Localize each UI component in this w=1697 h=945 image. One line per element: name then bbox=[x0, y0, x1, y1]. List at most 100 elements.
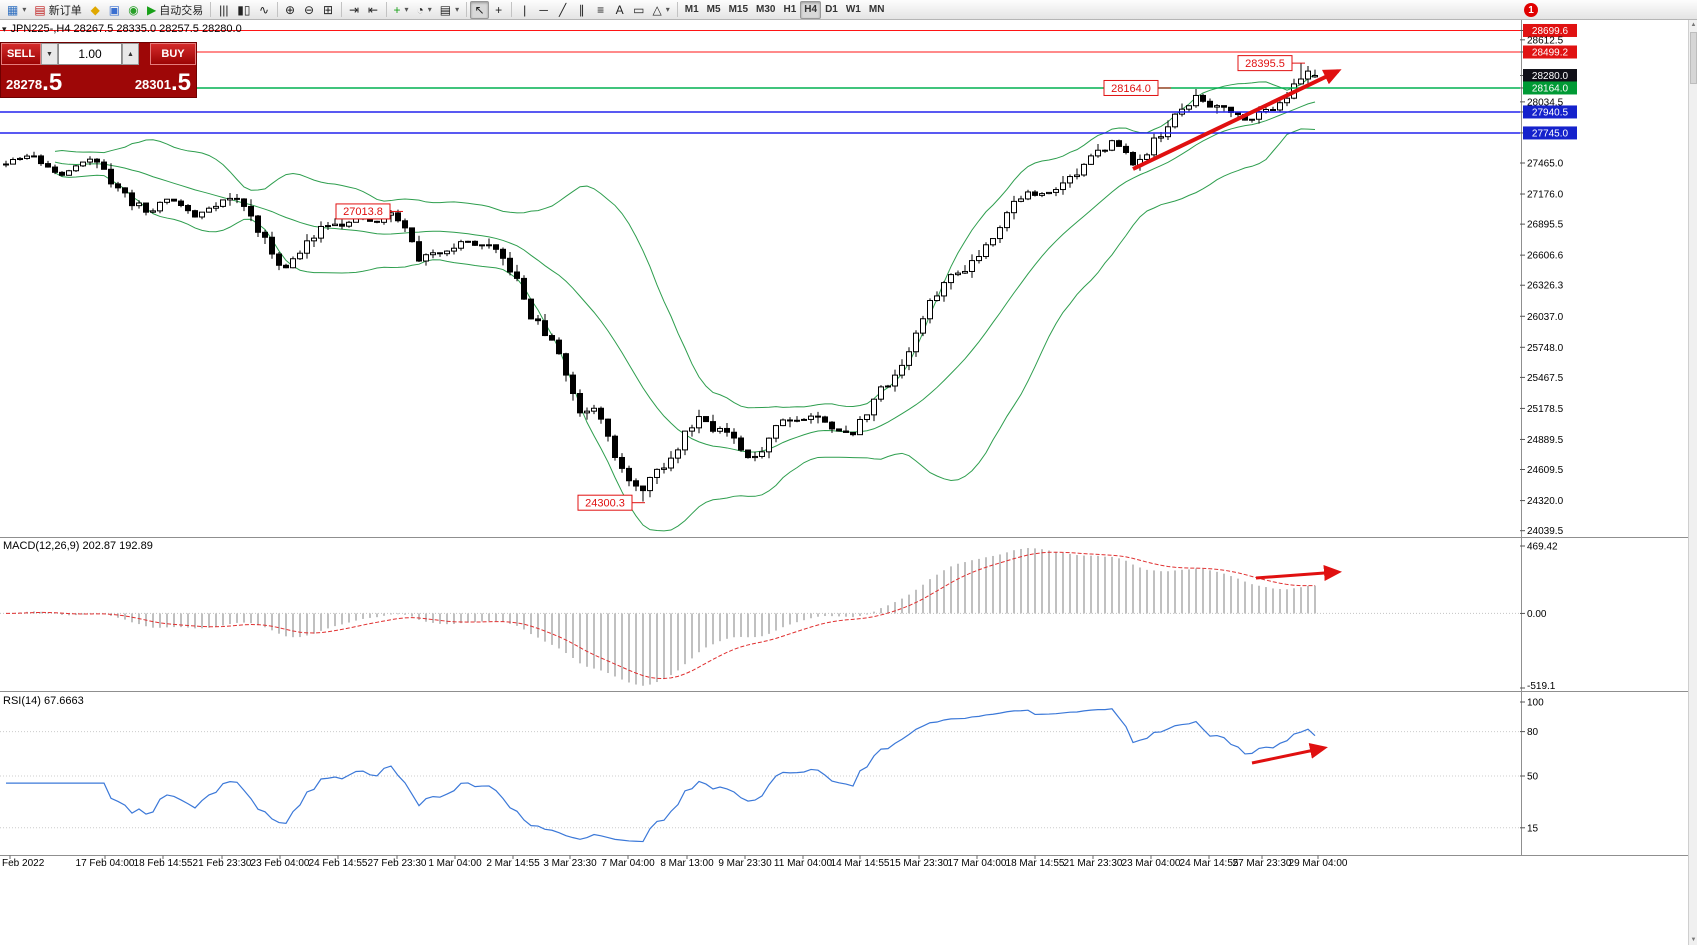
candle-chart-icon: ▮▯ bbox=[237, 2, 251, 17]
tf-h1-label: H1 bbox=[783, 4, 797, 15]
scroll-down-icon[interactable]: ▼ bbox=[1690, 937, 1697, 943]
tf-d1-label: D1 bbox=[825, 4, 838, 15]
svg-text:28499.2: 28499.2 bbox=[1532, 47, 1569, 58]
svg-text:25748.0: 25748.0 bbox=[1527, 343, 1564, 354]
tf-w1-button[interactable]: W1 bbox=[842, 1, 865, 19]
market-watch-button[interactable]: ▣ bbox=[105, 1, 124, 19]
cursor-button[interactable]: ↖ bbox=[470, 0, 490, 19]
svg-text:28164.0: 28164.0 bbox=[1532, 83, 1569, 94]
svg-text:21 Feb 23:30: 21 Feb 23:30 bbox=[193, 858, 252, 869]
chart-ohlc-info: ▾ JPN225-,H4 28267.5 28335.0 28257.5 282… bbox=[2, 23, 242, 35]
chart-shift-icon: ⇤ bbox=[367, 2, 379, 17]
tile-windows-button[interactable]: ⊞ bbox=[319, 1, 338, 19]
svg-text:Feb 2022: Feb 2022 bbox=[2, 858, 45, 869]
buy-price-big: .5 bbox=[170, 69, 191, 97]
sell-button[interactable]: SELL bbox=[1, 43, 41, 65]
scrollbar-thumb[interactable] bbox=[1690, 32, 1697, 84]
vertical-line-button[interactable]: | bbox=[515, 1, 534, 19]
metaeditor-icon: ◆ bbox=[90, 2, 100, 17]
tf-m1-button[interactable]: M1 bbox=[681, 1, 703, 19]
lot-increase-button[interactable]: ▲ bbox=[122, 43, 139, 65]
bar-chart-button[interactable]: ||| bbox=[214, 1, 233, 19]
auto-trading-icon: ▶ bbox=[147, 2, 157, 17]
svg-text:27 Mar 23:30: 27 Mar 23:30 bbox=[1233, 858, 1292, 869]
toolbar-separator bbox=[340, 2, 342, 17]
chart-shift-button[interactable]: ⇤ bbox=[364, 1, 383, 19]
vertical-scrollbar[interactable]: ▲ ▼ bbox=[1688, 20, 1697, 945]
tile-windows-icon: ⊞ bbox=[322, 2, 334, 17]
text-icon: A bbox=[615, 2, 624, 17]
auto-scroll-button[interactable]: ⇥ bbox=[345, 1, 364, 19]
tf-h1-button[interactable]: H1 bbox=[779, 1, 800, 19]
new-order-label: 新订单 bbox=[48, 4, 82, 17]
text-label-button[interactable]: ▭ bbox=[629, 1, 648, 19]
svg-text:1 Mar 04:00: 1 Mar 04:00 bbox=[428, 858, 482, 869]
svg-text:24 Feb 14:55: 24 Feb 14:55 bbox=[309, 858, 368, 869]
svg-text:80: 80 bbox=[1527, 727, 1539, 738]
svg-text:17 Feb 04:00: 17 Feb 04:00 bbox=[76, 858, 135, 869]
crosshair-icon: + bbox=[495, 2, 503, 17]
new-order-button[interactable]: ▤ 新订单 bbox=[30, 1, 85, 19]
tf-m15-button[interactable]: M15 bbox=[725, 1, 752, 19]
lot-decrease-button[interactable]: ▼ bbox=[41, 43, 58, 65]
svg-text:469.42: 469.42 bbox=[1527, 542, 1558, 553]
toolbar-separator bbox=[676, 2, 678, 17]
templates-button[interactable]: ▤ ▾ bbox=[436, 1, 463, 19]
svg-text:14 Mar 14:55: 14 Mar 14:55 bbox=[831, 858, 890, 869]
candle-chart-button[interactable]: ▮▯ bbox=[233, 1, 254, 19]
indicators-caret-icon[interactable]: ▾ bbox=[404, 5, 409, 14]
svg-text:28164.0: 28164.0 bbox=[1111, 83, 1151, 95]
zoom-out-button[interactable]: ⊖ bbox=[300, 1, 319, 19]
caret-down-icon: ▼ bbox=[46, 50, 53, 58]
toolbar-separator bbox=[385, 2, 387, 17]
new-order-icon: ▤ bbox=[34, 2, 46, 17]
zoom-in-icon: ⊕ bbox=[284, 2, 296, 17]
panel-collapse-icon[interactable]: ▾ bbox=[2, 23, 7, 34]
zoom-in-button[interactable]: ⊕ bbox=[281, 1, 300, 19]
svg-text:23 Feb 04:00: 23 Feb 04:00 bbox=[251, 858, 310, 869]
tf-mn-label: MN bbox=[868, 4, 885, 15]
lot-size-input[interactable] bbox=[58, 43, 122, 65]
new-chart-button[interactable]: ▦ ▾ bbox=[3, 1, 30, 19]
shapes-button[interactable]: △ ▾ bbox=[649, 1, 674, 19]
tf-d1-button[interactable]: D1 bbox=[821, 1, 842, 19]
buy-button[interactable]: BUY bbox=[150, 43, 196, 65]
periods-caret-icon[interactable]: ▾ bbox=[427, 5, 432, 14]
new-chart-caret-icon[interactable]: ▾ bbox=[22, 5, 27, 14]
horizontal-line-button[interactable]: ─ bbox=[534, 1, 553, 19]
tf-m5-button[interactable]: M5 bbox=[703, 1, 725, 19]
crosshair-button[interactable]: + bbox=[489, 1, 508, 19]
trendline-button[interactable]: ╱ bbox=[553, 1, 572, 19]
templates-caret-icon[interactable]: ▾ bbox=[455, 5, 460, 14]
svg-text:2 Mar 14:55: 2 Mar 14:55 bbox=[486, 858, 540, 869]
new-chart-icon: ▦ bbox=[7, 2, 19, 17]
fibonacci-button[interactable]: ≡ bbox=[591, 1, 610, 19]
line-chart-button[interactable]: ∿ bbox=[255, 1, 274, 19]
periods-button[interactable]: ◔ ▾ bbox=[413, 1, 436, 19]
indicators-button[interactable]: + ▾ bbox=[390, 1, 413, 19]
auto-trading-button[interactable]: ▶ 自动交易 bbox=[143, 1, 207, 19]
one-click-trading-panel: SELL ▼ ▲ BUY 28278 .5 28301 .5 bbox=[0, 42, 197, 98]
metaeditor-button[interactable]: ◆ bbox=[86, 1, 105, 19]
notification-badge[interactable]: 1 bbox=[1524, 3, 1538, 17]
svg-text:27745.0: 27745.0 bbox=[1532, 128, 1569, 139]
svg-text:26606.6: 26606.6 bbox=[1527, 251, 1564, 262]
shapes-caret-icon[interactable]: ▾ bbox=[665, 5, 670, 14]
svg-text:27 Feb 23:30: 27 Feb 23:30 bbox=[368, 858, 427, 869]
tf-mn-button[interactable]: MN bbox=[865, 1, 889, 19]
toolbar-separator bbox=[466, 2, 468, 17]
tf-h4-button[interactable]: H4 bbox=[800, 0, 822, 19]
text-button[interactable]: A bbox=[610, 1, 629, 19]
auto-trading-label: 自动交易 bbox=[159, 4, 204, 17]
sell-price: 28278 .5 bbox=[6, 71, 62, 95]
svg-text:24889.5: 24889.5 bbox=[1527, 435, 1564, 446]
toolbar-separator bbox=[210, 2, 212, 17]
horizontal-line-icon: ─ bbox=[539, 2, 548, 17]
svg-text:27013.8: 27013.8 bbox=[343, 206, 383, 218]
data-window-button[interactable]: ◉ bbox=[124, 1, 143, 19]
tf-m30-button[interactable]: M30 bbox=[752, 1, 779, 19]
channel-button[interactable]: ∥ bbox=[572, 1, 591, 19]
scroll-up-icon[interactable]: ▲ bbox=[1690, 22, 1697, 28]
